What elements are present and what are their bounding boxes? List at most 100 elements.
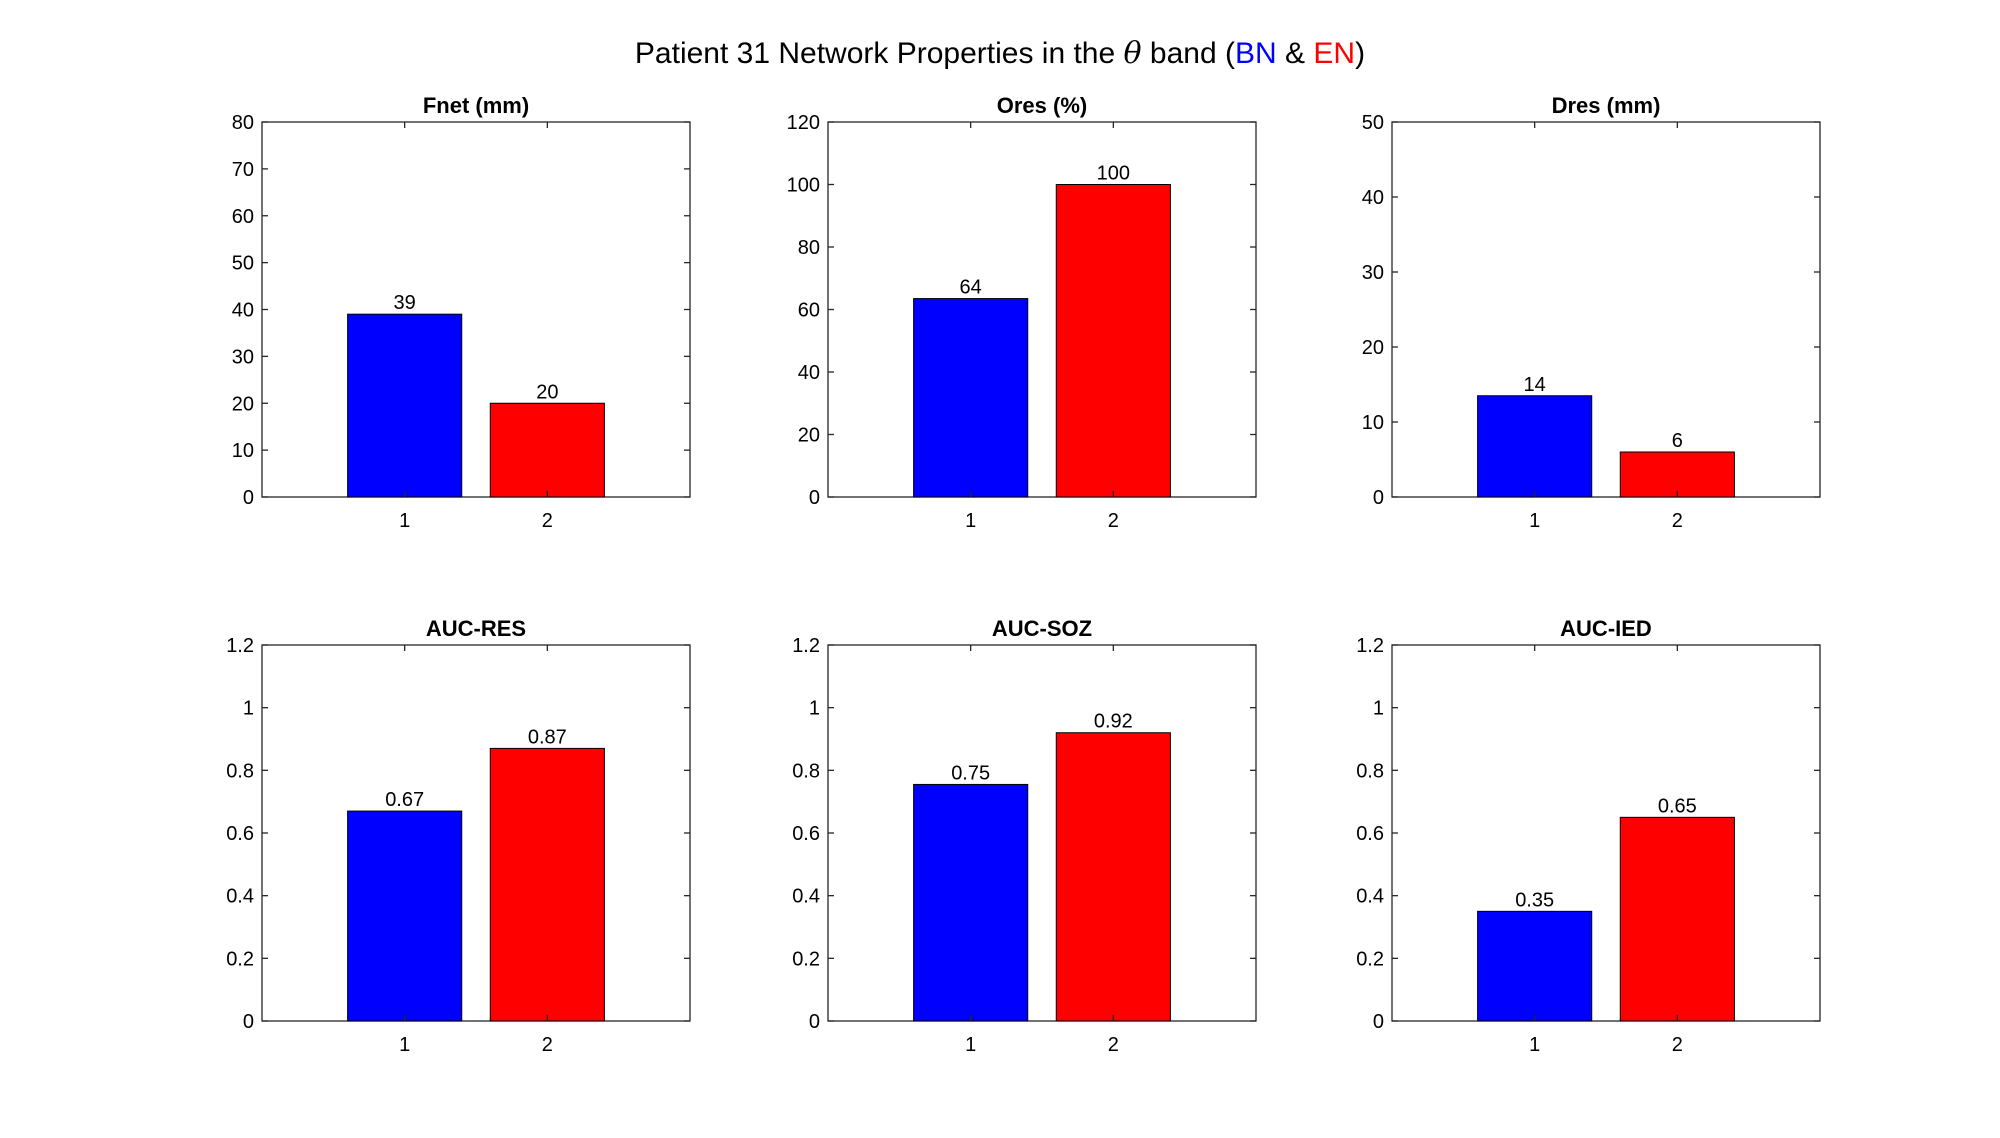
bar-data-label: 0.75 <box>951 762 990 784</box>
plot-area <box>827 644 1257 1022</box>
bar-data-label: 6 <box>1672 430 1683 452</box>
y-tick-label: 100 <box>787 175 820 197</box>
figure-title-en: EN <box>1313 37 1356 70</box>
bar-1 <box>347 810 463 1022</box>
x-tick-label: 2 <box>542 510 553 532</box>
subplot-2: Ores (%) 0 20 40 60 80 100 120 64 1 100 2 <box>787 93 1257 532</box>
bar-1 <box>913 298 1029 498</box>
bar-data-label: 0.87 <box>528 726 567 748</box>
x-tick-label: 1 <box>1529 1034 1540 1056</box>
bar-2 <box>489 402 605 498</box>
y-tick-label: 0 <box>1373 487 1384 509</box>
y-tick-label: 0.2 <box>792 948 820 970</box>
y-tick-label: 30 <box>1362 262 1384 284</box>
y-tick-label: 0 <box>243 1011 254 1033</box>
y-tick-label: 0.6 <box>792 823 820 845</box>
y-tick-label: 0.2 <box>1356 948 1384 970</box>
y-tick-label: 50 <box>232 253 254 275</box>
y-tick-label: 0.4 <box>792 886 820 908</box>
plot-area <box>827 121 1257 498</box>
y-tick-label: 1.2 <box>226 635 254 657</box>
y-tick-label: 0.2 <box>226 948 254 970</box>
subplot-6: AUC-IED 0 0.2 0.4 0.6 0.8 1 1.2 0.35 1 0.65 2 <box>1356 616 1821 1056</box>
bar-1 <box>1477 395 1593 498</box>
subplot-title: Dres (mm) <box>1552 93 1661 118</box>
y-tick-label: 1 <box>809 698 820 720</box>
bar-2 <box>1055 732 1171 1022</box>
y-tick-label: 30 <box>232 346 254 368</box>
bar-data-label: 0.92 <box>1094 711 1133 733</box>
x-tick-label: 2 <box>1108 510 1119 532</box>
y-tick-label: 1 <box>243 698 254 720</box>
y-tick-label: 20 <box>1362 337 1384 359</box>
x-tick-label: 2 <box>1672 1034 1683 1056</box>
subplot-3: Dres (mm) 0 10 20 30 40 50 14 1 6 2 <box>1362 93 1821 532</box>
bar-2 <box>1619 816 1735 1022</box>
bar-data-label: 0.35 <box>1515 889 1554 911</box>
plot-area <box>1391 121 1821 498</box>
y-tick-label: 1.2 <box>792 635 820 657</box>
plot-area <box>261 121 691 498</box>
bar-data-label: 64 <box>960 277 982 299</box>
bar-data-label: 14 <box>1524 374 1546 396</box>
y-tick-label: 10 <box>1362 412 1384 434</box>
x-tick-label: 1 <box>399 1034 410 1056</box>
bar-data-label: 39 <box>394 292 416 314</box>
figure-title-theta: θ <box>1123 36 1142 71</box>
y-tick-label: 0.6 <box>226 823 254 845</box>
bar-1 <box>1477 910 1593 1022</box>
bar-data-label: 0.67 <box>385 789 424 811</box>
y-tick-label: 0.4 <box>226 886 254 908</box>
figure-title-close: ) <box>1355 37 1366 70</box>
subplot-title: AUC-IED <box>1560 616 1652 641</box>
x-tick-label: 2 <box>1108 1034 1119 1056</box>
bar-2 <box>489 747 605 1022</box>
x-tick-label: 2 <box>542 1034 553 1056</box>
x-tick-label: 1 <box>1529 510 1540 532</box>
figure-title-bn: BN <box>1235 37 1277 70</box>
figure-title-amp: & <box>1276 37 1314 70</box>
subplot-title: Ores (%) <box>997 93 1087 118</box>
x-tick-label: 1 <box>399 510 410 532</box>
subplot-1: Fnet (mm) 0 10 20 30 40 50 60 70 80 39 1 20 2 <box>232 93 691 532</box>
subplot-title: Fnet (mm) <box>423 93 529 118</box>
y-tick-label: 0 <box>1373 1011 1384 1033</box>
subplot-5: AUC-SOZ 0 0.2 0.4 0.6 0.8 1 1.2 0.75 1 0.92 2 <box>792 616 1257 1056</box>
subplot-title: AUC-SOZ <box>992 616 1092 641</box>
y-tick-label: 0 <box>809 487 820 509</box>
bar-data-label: 100 <box>1097 163 1130 185</box>
y-tick-label: 70 <box>232 159 254 181</box>
x-tick-label: 1 <box>965 1034 976 1056</box>
y-tick-label: 60 <box>232 206 254 228</box>
bar-data-label: 0.65 <box>1658 795 1697 817</box>
bar-2 <box>1055 184 1171 498</box>
bar-1 <box>913 783 1029 1022</box>
bar-2 <box>1619 451 1735 498</box>
y-tick-label: 0.8 <box>792 760 820 782</box>
y-tick-label: 60 <box>798 300 820 322</box>
bar-1 <box>347 313 463 498</box>
x-tick-label: 1 <box>965 510 976 532</box>
figure-title-band: band ( <box>1149 37 1235 70</box>
y-tick-label: 40 <box>232 300 254 322</box>
plot-area <box>1391 644 1821 1022</box>
y-tick-label: 40 <box>1362 187 1384 209</box>
y-tick-label: 0.4 <box>1356 886 1384 908</box>
figure-title-prefix: Patient 31 Network Properties in the <box>634 37 1116 70</box>
y-tick-label: 0 <box>243 487 254 509</box>
y-tick-label: 80 <box>232 112 254 134</box>
y-tick-label: 0.8 <box>1356 760 1384 782</box>
bar-data-label: 20 <box>536 381 558 403</box>
y-tick-label: 40 <box>798 362 820 384</box>
y-tick-label: 1.2 <box>1356 635 1384 657</box>
y-tick-label: 80 <box>798 237 820 259</box>
figure-title: Patient 31 Network Properties in the θ b… <box>0 36 2000 71</box>
y-tick-label: 20 <box>232 393 254 415</box>
y-tick-label: 1 <box>1373 698 1384 720</box>
y-tick-label: 50 <box>1362 112 1384 134</box>
x-tick-label: 2 <box>1672 510 1683 532</box>
subplot-title: AUC-RES <box>426 616 526 641</box>
y-tick-label: 120 <box>787 112 820 134</box>
